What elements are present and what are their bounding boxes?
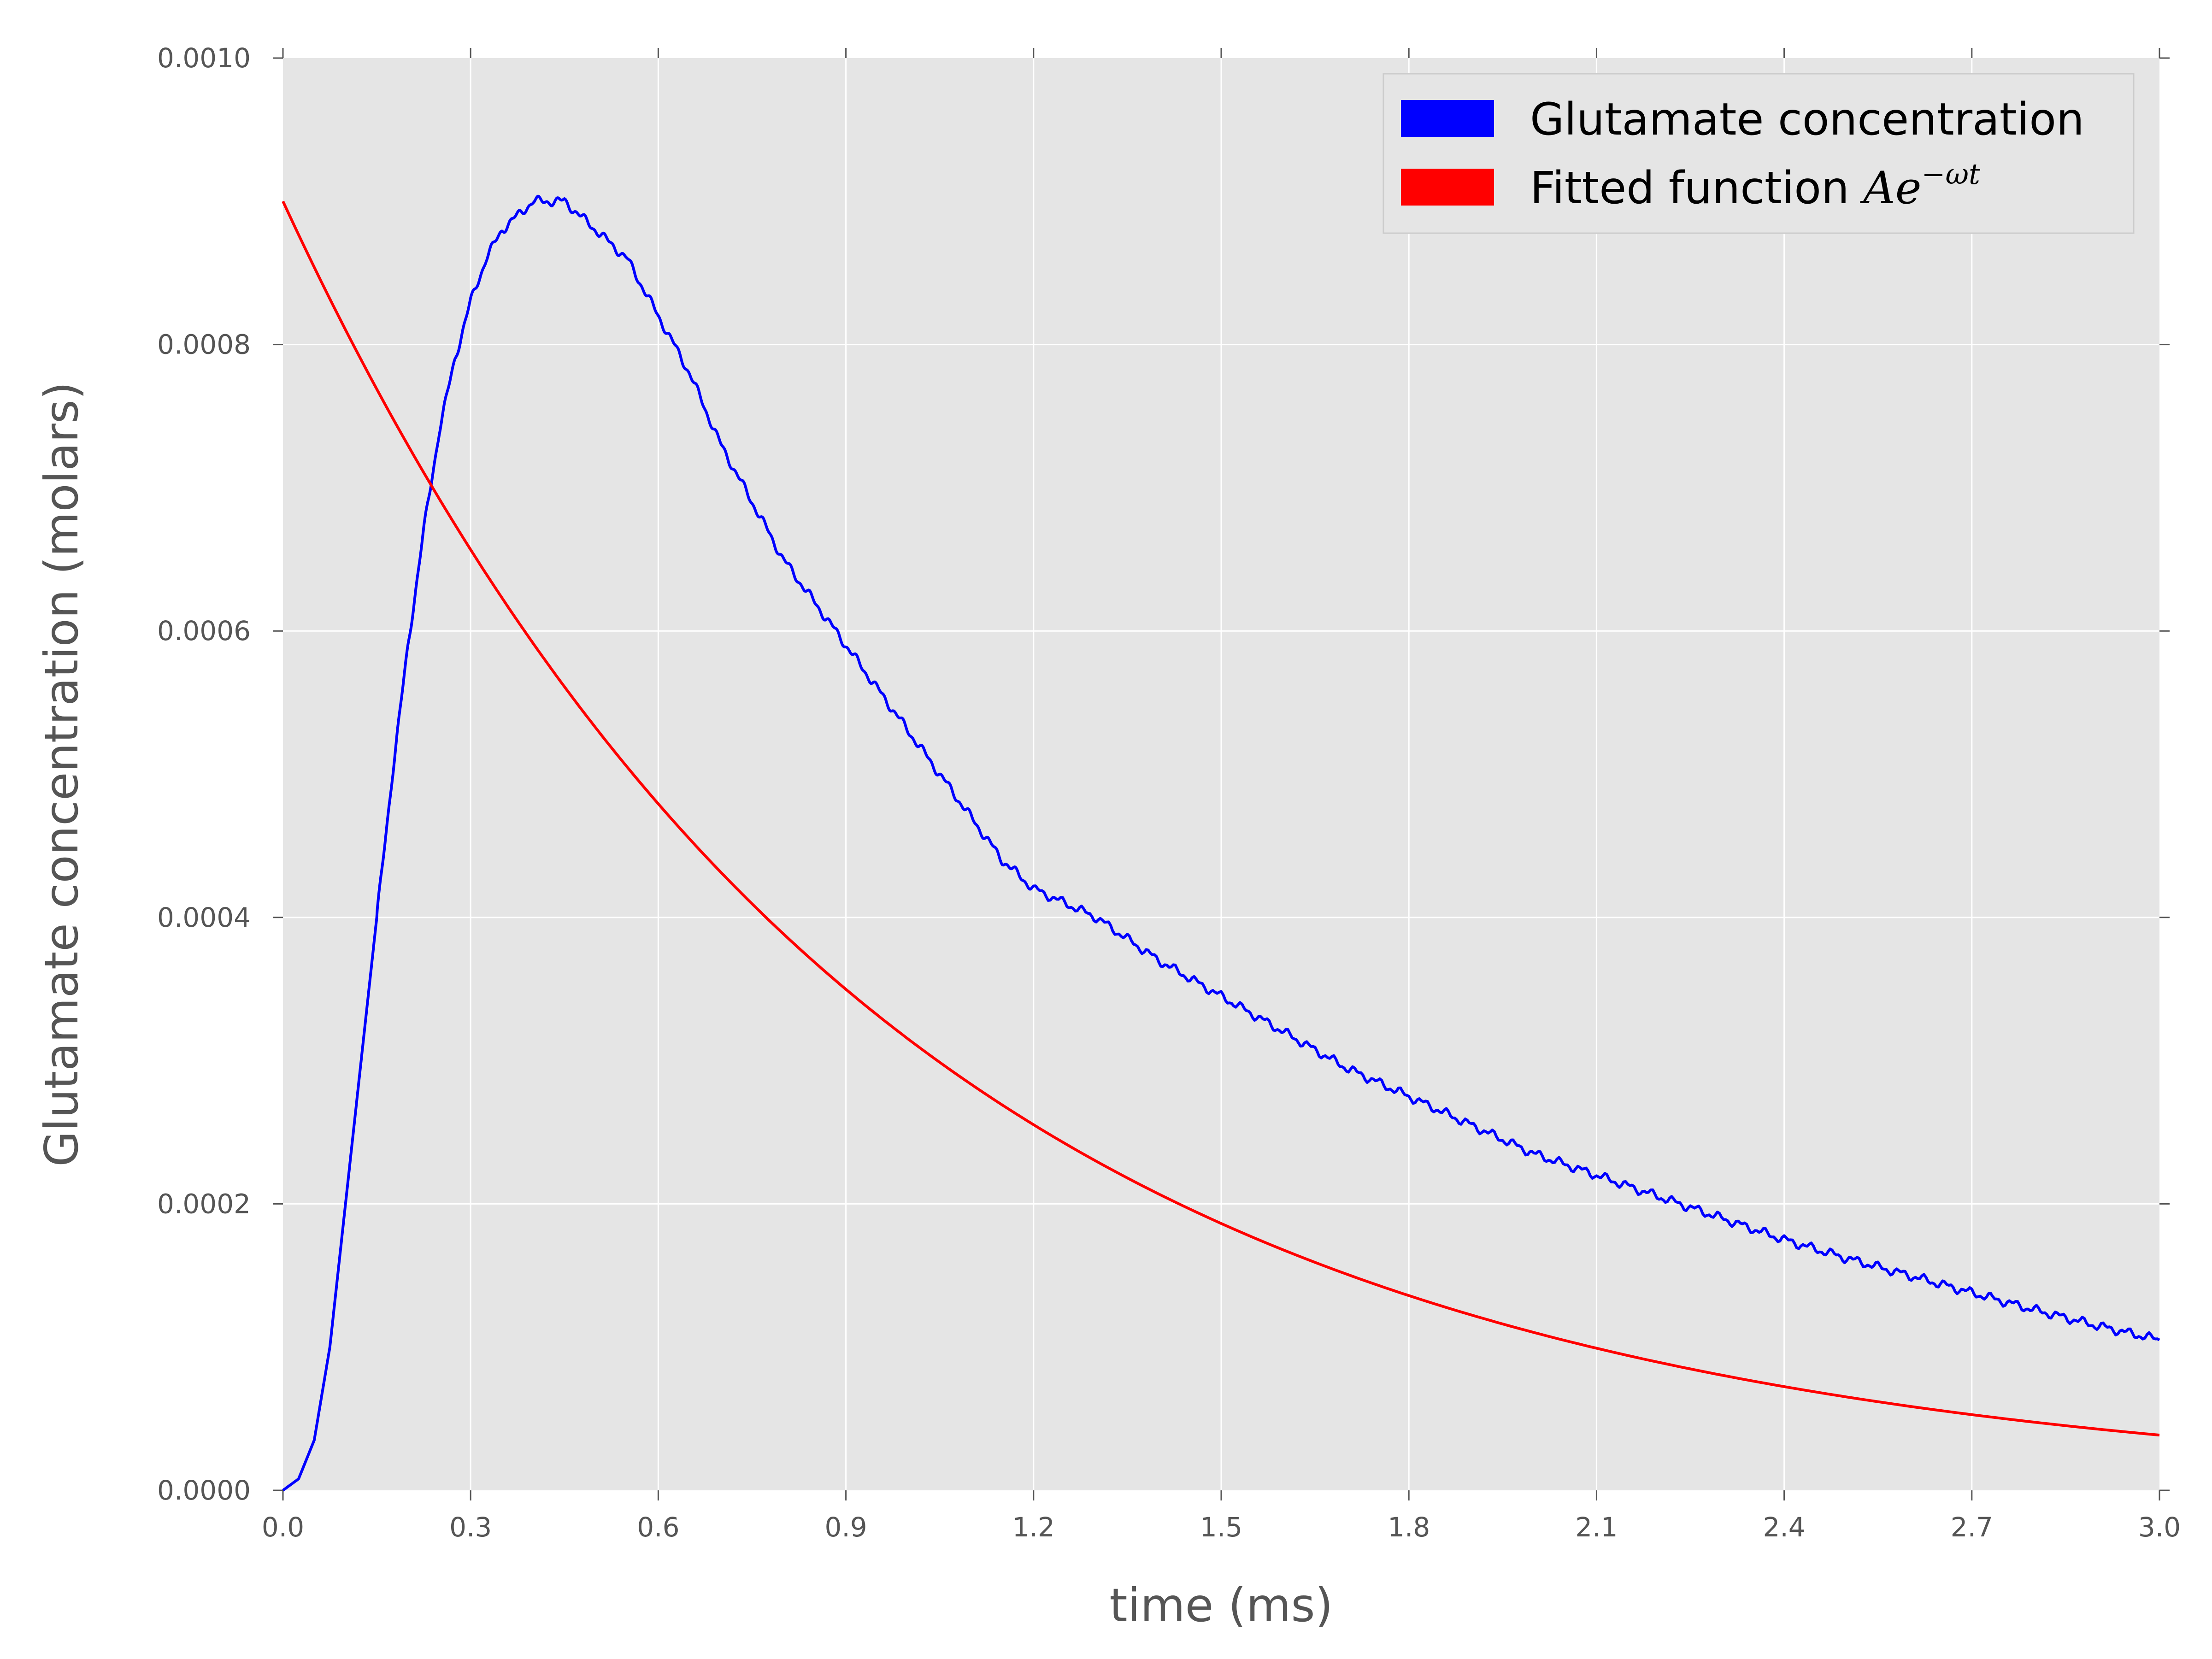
x-tick-label: 2.7 — [1951, 1512, 1993, 1543]
series-line-fitted — [282, 200, 2160, 1437]
x-tick-label: 3.0 — [2138, 1512, 2181, 1543]
y-tick-label: 0.0010 — [157, 42, 251, 74]
y-axis-label: Glutamate concentration (molars) — [35, 382, 88, 1167]
series-lines — [282, 194, 2160, 1492]
x-tick-label: 2.1 — [1575, 1512, 1618, 1543]
x-tick-label: 1.8 — [1388, 1512, 1430, 1543]
y-tick-label: 0.0004 — [157, 902, 251, 933]
x-tick-label: 0.3 — [449, 1512, 492, 1543]
legend-box — [1382, 73, 2135, 234]
x-tick-label: 0.9 — [824, 1512, 867, 1543]
legend-label-fitted-math-sup: −ωt — [1922, 157, 1981, 191]
x-tick-label: 0.6 — [637, 1512, 679, 1543]
y-tick-label: 0.0006 — [157, 615, 251, 647]
legend: Glutamate concentration Fitted function … — [1382, 73, 2135, 234]
x-tick-labels: 0.0 0.3 0.6 0.9 1.2 1.5 1.8 2.1 2.4 2.7 3.0 — [262, 1512, 2181, 1543]
y-tick-labels: 0.0000 0.0002 0.0004 0.0006 0.0008 0.0010 — [157, 42, 251, 1506]
y-tick-label: 0.0008 — [157, 329, 251, 360]
y-tick-label: 0.0002 — [157, 1188, 251, 1219]
x-tick-label: 2.4 — [1763, 1512, 1805, 1543]
legend-label-fitted-math: Ae — [1859, 162, 1921, 214]
legend-swatch-fitted — [1401, 169, 1494, 206]
x-axis-label: time (ms) — [1109, 1578, 1333, 1632]
y-tick-label: 0.0000 — [157, 1475, 251, 1506]
legend-swatch-glutamate — [1401, 100, 1494, 137]
legend-label-fitted: Fitted function Ae−ωt — [1530, 157, 1980, 214]
x-tick-label: 1.2 — [1012, 1512, 1055, 1543]
x-tick-label: 0.0 — [262, 1512, 304, 1543]
series-line-glutamate — [282, 194, 2160, 1492]
tick-marks — [273, 48, 2170, 1500]
x-tick-label: 1.5 — [1200, 1512, 1242, 1543]
grid — [283, 58, 2159, 1490]
legend-label-fitted-text: Fitted function — [1530, 162, 1863, 214]
legend-label-glutamate: Glutamate concentration — [1530, 94, 2084, 145]
